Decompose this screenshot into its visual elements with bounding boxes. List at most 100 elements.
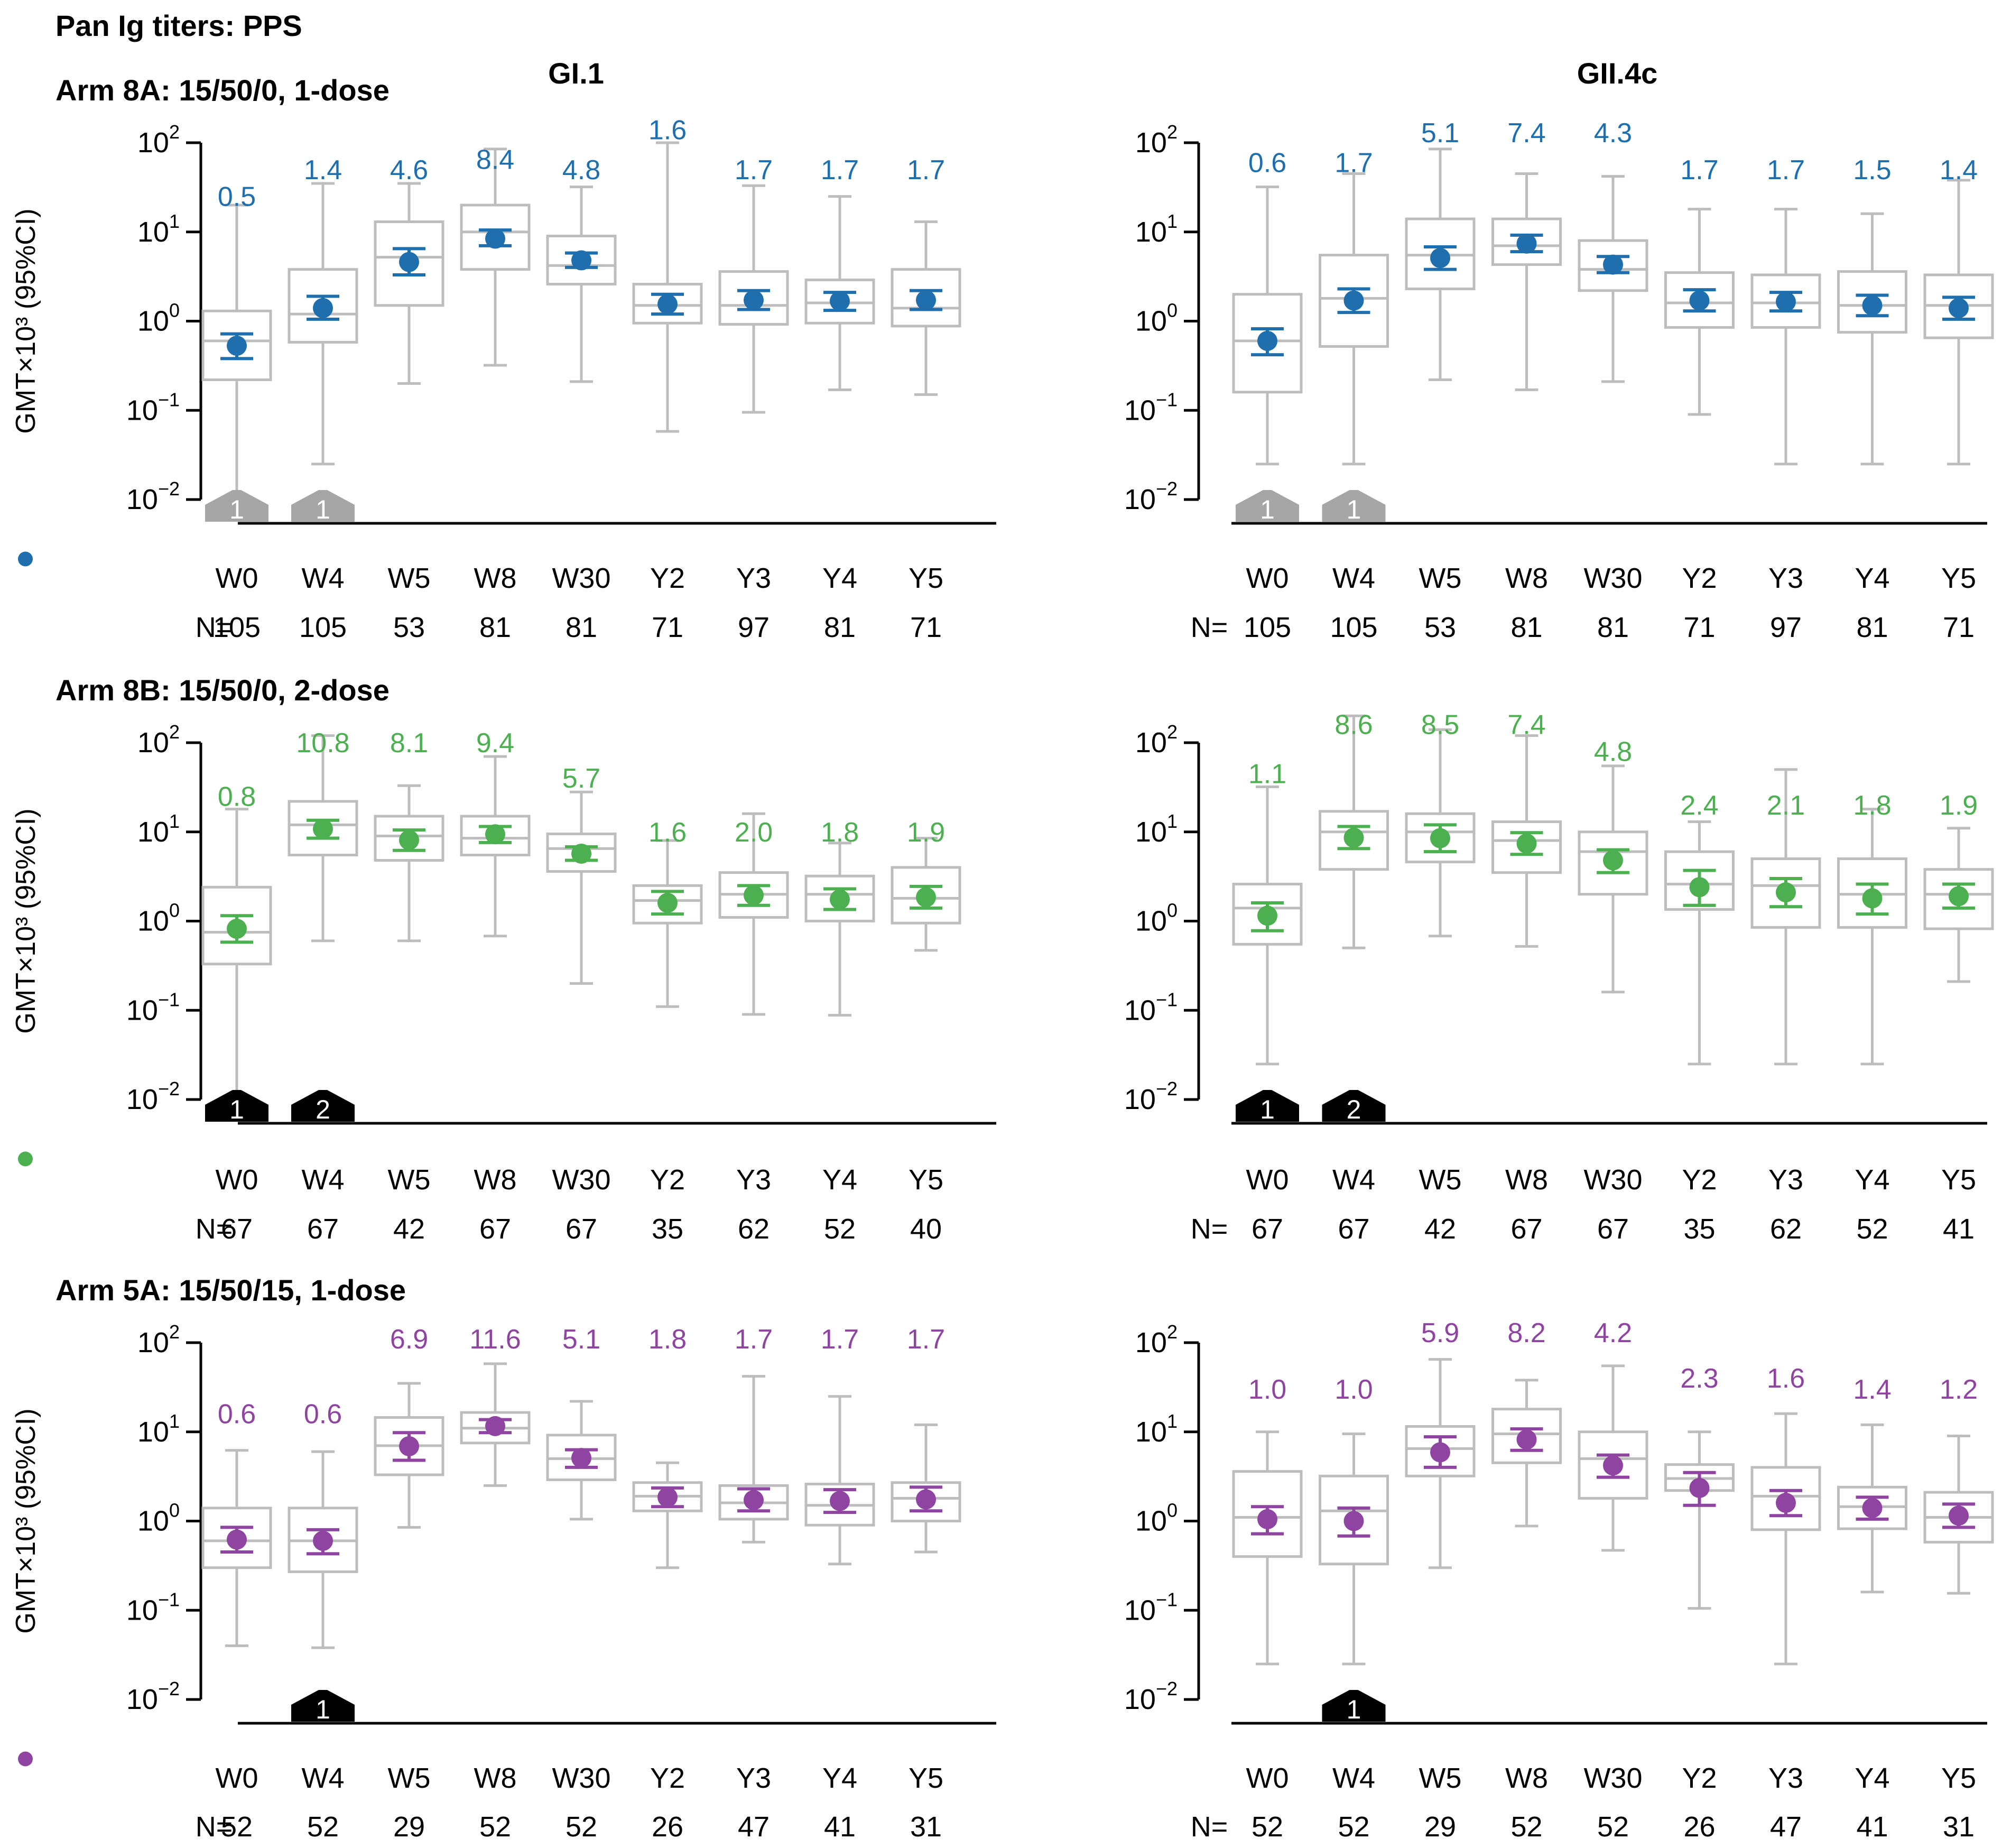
x-tick-label: W8 xyxy=(1505,1164,1548,1196)
n-count: 62 xyxy=(738,1213,770,1245)
gmt-point xyxy=(1689,877,1710,898)
iqr-box xyxy=(1750,857,1821,929)
gmt-label: 1.6 xyxy=(1767,1363,1805,1394)
x-tick-label: W4 xyxy=(1332,562,1375,594)
gmt-label: 1.6 xyxy=(648,115,687,145)
y-tick-label: 100 xyxy=(1135,900,1178,937)
gmt-label: 2.4 xyxy=(1680,790,1718,821)
y-tick-label: 10−2 xyxy=(1124,478,1178,515)
y-axis-label: GMT×10³ (95%CI) xyxy=(11,1408,41,1633)
category-w30: 5.1 W30 52 xyxy=(546,1324,617,1843)
x-tick-label: W5 xyxy=(1419,1762,1462,1794)
iqr-box xyxy=(1923,868,1994,930)
iqr-box xyxy=(1232,1470,1303,1558)
gmt-point xyxy=(399,830,419,851)
series-legend-dot xyxy=(18,1751,33,1767)
category-w0: 0.8 W0 67 xyxy=(201,782,272,1245)
dose-arrow-icon xyxy=(291,1690,355,1722)
gmt-point xyxy=(916,1489,936,1510)
category-w0: 0.6 W0 52 xyxy=(201,1399,272,1843)
iqr-box xyxy=(891,268,961,328)
x-tick-label: W30 xyxy=(1583,1164,1642,1196)
gmt-label: 8.1 xyxy=(390,728,428,759)
x-tick-label: W0 xyxy=(216,562,258,594)
dose-number: 1 xyxy=(1260,1095,1275,1124)
gmt-point xyxy=(657,893,678,913)
iqr-box xyxy=(1750,1466,1821,1531)
x-tick-label: W0 xyxy=(1246,1762,1289,1794)
x-tick-label: W4 xyxy=(302,1762,345,1794)
dose-number: 1 xyxy=(1260,495,1275,524)
gmt-point xyxy=(1603,1455,1623,1476)
x-tick-label: Y3 xyxy=(736,562,771,594)
gmt-label: 0.8 xyxy=(218,782,256,812)
category-w4: 1.0 W4 52 xyxy=(1319,1374,1389,1843)
n-count: 81 xyxy=(1597,612,1629,643)
y-tick-label: 100 xyxy=(137,900,180,937)
n-count: 71 xyxy=(1683,612,1715,643)
gmt-label: 1.7 xyxy=(1334,147,1373,178)
gmt-label: 5.1 xyxy=(562,1324,600,1355)
x-tick-label: Y3 xyxy=(1768,1762,1803,1794)
iqr-box xyxy=(1405,1425,1476,1477)
column-title-gii4c: GII.4c xyxy=(1577,57,1658,90)
gmt-point xyxy=(744,290,764,310)
iqr-box xyxy=(1491,217,1562,266)
gmt-point xyxy=(830,1491,850,1511)
n-count: 26 xyxy=(1683,1811,1715,1843)
gmt-point xyxy=(1949,1505,1969,1526)
y-tick-label: 101 xyxy=(137,210,180,248)
category-y2: 1.7 Y2 71 xyxy=(1664,155,1735,643)
gmt-point xyxy=(571,250,591,271)
gmt-label: 1.5 xyxy=(1853,155,1891,186)
iqr-box xyxy=(804,278,875,325)
n-count: 41 xyxy=(824,1811,856,1843)
gmt-label: 4.6 xyxy=(390,155,428,186)
gmt-point xyxy=(1949,886,1969,907)
gmt-label: 0.6 xyxy=(1248,147,1286,178)
category-y5: 1.7 Y5 31 xyxy=(891,1324,961,1843)
n-count: 71 xyxy=(1943,612,1975,643)
x-tick-label: Y3 xyxy=(1768,562,1803,594)
gmt-point xyxy=(485,824,505,845)
category-w30: 4.8 W30 81 xyxy=(546,155,617,643)
gmt-point xyxy=(1603,254,1623,275)
x-tick-label: Y2 xyxy=(1682,1762,1717,1794)
n-count: 105 xyxy=(1330,612,1377,643)
x-tick-label: W30 xyxy=(552,562,610,594)
dose-arrow-icon xyxy=(205,490,268,522)
dose-number: 1 xyxy=(316,495,330,524)
gmt-label: 1.7 xyxy=(821,155,859,186)
x-tick-label: Y4 xyxy=(822,1164,857,1196)
gmt-point xyxy=(313,298,333,318)
arm-8b-title: Arm 8B: 15/50/0, 2-dose xyxy=(55,673,390,707)
gmt-point xyxy=(1257,330,1277,351)
n-count: 41 xyxy=(1856,1811,1888,1843)
y-tick-label: 100 xyxy=(1135,1500,1178,1537)
n-count: 52 xyxy=(566,1811,597,1843)
n-count: 35 xyxy=(1683,1213,1715,1245)
n-count: 42 xyxy=(393,1213,425,1245)
x-tick-label: Y4 xyxy=(1855,1164,1889,1196)
gmt-label: 1.6 xyxy=(648,817,687,848)
dose-arrow-icon xyxy=(1322,490,1386,522)
y-tick-label: 100 xyxy=(137,1500,180,1537)
gmt-point xyxy=(1603,850,1623,871)
x-tick-label: Y3 xyxy=(1768,1164,1803,1196)
iqr-box xyxy=(1664,850,1735,911)
y-axis-label: GMT×10³ (95%CI) xyxy=(11,808,41,1033)
y-tick-label: 10−2 xyxy=(1124,1078,1178,1115)
gmt-label: 8.6 xyxy=(1334,710,1373,741)
y-tick-label: 102 xyxy=(1135,121,1178,159)
category-w8: 7.4 W8 81 xyxy=(1491,118,1562,643)
gmt-point xyxy=(1516,233,1537,254)
y-tick-label: 10−1 xyxy=(1124,988,1178,1026)
dose-number: 1 xyxy=(229,1095,244,1124)
gmt-point xyxy=(916,290,936,310)
gmt-point xyxy=(1516,833,1537,854)
gmt-point xyxy=(1430,828,1450,848)
category-w5: 6.9 W5 29 xyxy=(374,1324,444,1843)
iqr-box xyxy=(1491,820,1562,874)
gmt-label: 1.0 xyxy=(1248,1374,1286,1405)
n-count: 35 xyxy=(652,1213,683,1245)
